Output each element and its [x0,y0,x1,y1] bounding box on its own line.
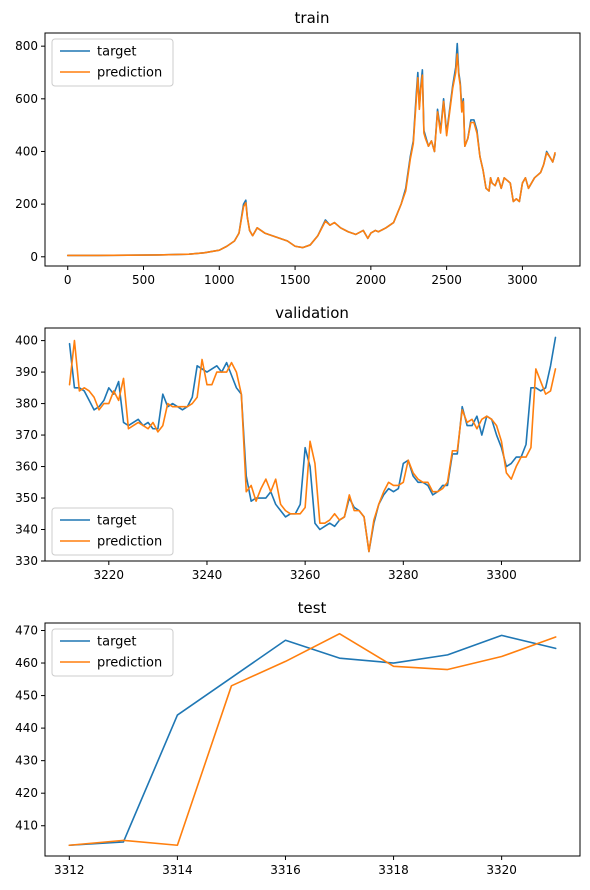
train-legend-target-label: target [97,45,137,60]
validation-y-tick-label: 330 [15,554,38,568]
test-y-tick-label: 470 [15,623,38,637]
test-legend-target-label: target [97,635,137,650]
validation-legend: target prediction [52,508,173,555]
test-x-tick-label: 3314 [162,863,193,877]
train-x-tick-label: 2000 [356,273,387,287]
test-x-tick-label: 3316 [270,863,301,877]
validation-legend-target-label: target [97,514,137,529]
validation-x-tick-label: 3300 [486,568,517,582]
train-x-tick-label: 1000 [204,273,235,287]
test-y-tick-label: 410 [15,819,38,833]
train-y-tick-label: 200 [15,197,38,211]
validation-y-tick-label: 380 [15,397,38,411]
train-x-tick-label: 1500 [280,273,311,287]
train-y-tick-label: 400 [15,144,38,158]
train-legend: target prediction [52,39,173,86]
validation-y-tick-label: 340 [15,523,38,537]
train-y-tick-label: 800 [15,39,38,53]
test-legend-prediction-label: prediction [97,656,162,671]
validation-x-tick-label: 3280 [388,568,419,582]
validation-title: validation [275,304,349,322]
train-legend-prediction-label: prediction [97,66,162,81]
train-x-tick-label: 500 [132,273,155,287]
test-x-tick-label: 3318 [378,863,409,877]
validation-x-tick-label: 3260 [290,568,321,582]
test-x-tick-label: 3320 [486,863,517,877]
validation-y-tick-label: 360 [15,460,38,474]
train-title: train [295,9,330,27]
train-y-tick-label: 600 [15,92,38,106]
train-x-tick-label: 0 [64,273,72,287]
test-legend: target prediction [52,629,173,676]
test-x-tick-label: 3312 [54,863,85,877]
validation-y-tick-label: 400 [15,334,38,348]
validation-legend-prediction-label: prediction [97,535,162,550]
test-y-tick-label: 460 [15,656,38,670]
test-title: test [298,599,327,617]
validation-x-tick-label: 3240 [192,568,223,582]
validation-y-tick-label: 350 [15,491,38,505]
test-y-tick-label: 430 [15,754,38,768]
train-x-tick-label: 3000 [507,273,538,287]
test-y-tick-label: 420 [15,786,38,800]
validation-x-tick-label: 3220 [94,568,125,582]
train-x-tick-label: 2500 [431,273,462,287]
train-y-tick-label: 0 [30,250,38,264]
test-y-tick-label: 440 [15,721,38,735]
validation-y-tick-label: 370 [15,428,38,442]
test-y-tick-label: 450 [15,689,38,703]
validation-y-tick-label: 390 [15,365,38,379]
